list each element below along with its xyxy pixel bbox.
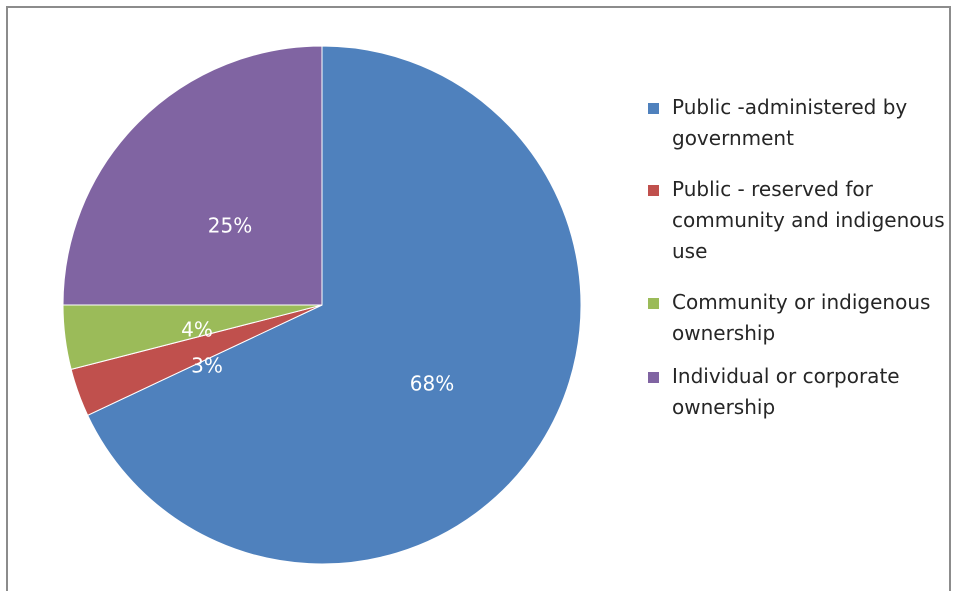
legend-label: Individual or corporate ownership xyxy=(672,364,900,419)
slice-data-label: 4% xyxy=(181,318,213,342)
legend-item: Public - reserved for community and indi… xyxy=(648,174,958,267)
slice-individual xyxy=(62,45,323,306)
legend-item: Individual or corporate ownership xyxy=(648,361,958,423)
legend-item: Community or indigenous ownership xyxy=(648,287,958,349)
legend-label: Public - reserved for community and indi… xyxy=(672,177,945,263)
legend-swatch xyxy=(648,298,659,309)
pie-chart: 68% 3% 4% 25% xyxy=(62,45,582,565)
slice-data-label: 3% xyxy=(191,354,223,378)
chart-frame: 68% 3% 4% 25% Public -administered by gover… xyxy=(6,6,951,591)
legend-label: Community or indigenous ownership xyxy=(672,290,931,345)
slice-public-government xyxy=(86,45,582,565)
legend-swatch xyxy=(648,103,659,114)
legend-item: Public -administered by government xyxy=(648,92,958,154)
legend-swatch xyxy=(648,185,659,196)
slice-data-label: 68% xyxy=(410,372,454,396)
legend-swatch xyxy=(648,372,659,383)
slice-data-label: 25% xyxy=(208,214,252,238)
legend: Public -administered by government Publi… xyxy=(648,92,958,443)
legend-label: Public -administered by government xyxy=(672,95,908,150)
